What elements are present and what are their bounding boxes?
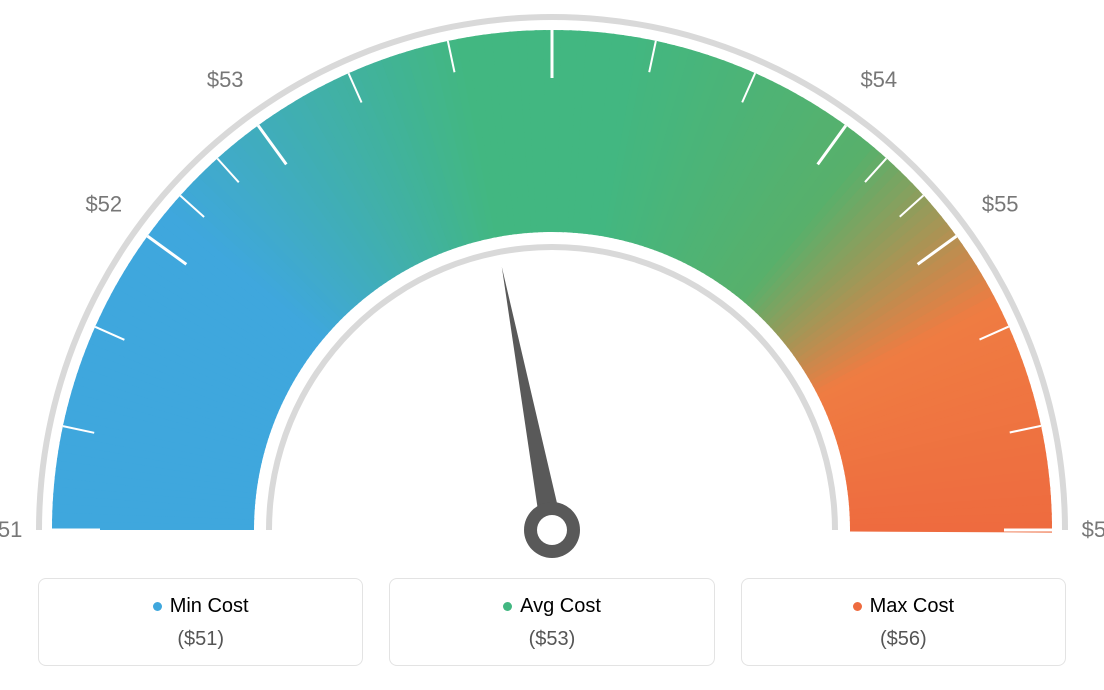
svg-text:$53: $53	[207, 67, 244, 92]
legend-max-label: Max Cost	[870, 595, 954, 618]
gauge-chart: $51$52$53$53$54$55$56	[0, 0, 1104, 570]
svg-text:$52: $52	[85, 191, 122, 216]
legend-max-title: Max Cost	[853, 595, 954, 618]
legend-avg-value: ($53)	[400, 628, 703, 651]
svg-text:$54: $54	[860, 67, 897, 92]
legend-min-title: Min Cost	[153, 595, 249, 618]
legend-avg-title: Avg Cost	[503, 595, 601, 618]
legend-max-cost: Max Cost ($56)	[741, 578, 1066, 666]
legend-max-value: ($56)	[752, 628, 1055, 651]
legend-min-cost: Min Cost ($51)	[38, 578, 363, 666]
svg-text:$55: $55	[982, 191, 1019, 216]
bullet-icon	[153, 602, 162, 611]
bullet-icon	[853, 602, 862, 611]
legend-min-value: ($51)	[49, 628, 352, 651]
legend-avg-cost: Avg Cost ($53)	[389, 578, 714, 666]
svg-text:$56: $56	[1082, 517, 1104, 542]
bullet-icon	[503, 602, 512, 611]
svg-text:$51: $51	[0, 517, 22, 542]
legend-row: Min Cost ($51) Avg Cost ($53) Max Cost (…	[38, 578, 1066, 666]
cost-gauge-container: $51$52$53$53$54$55$56 Min Cost ($51) Avg…	[0, 0, 1104, 690]
legend-min-label: Min Cost	[170, 595, 249, 618]
legend-avg-label: Avg Cost	[520, 595, 601, 618]
